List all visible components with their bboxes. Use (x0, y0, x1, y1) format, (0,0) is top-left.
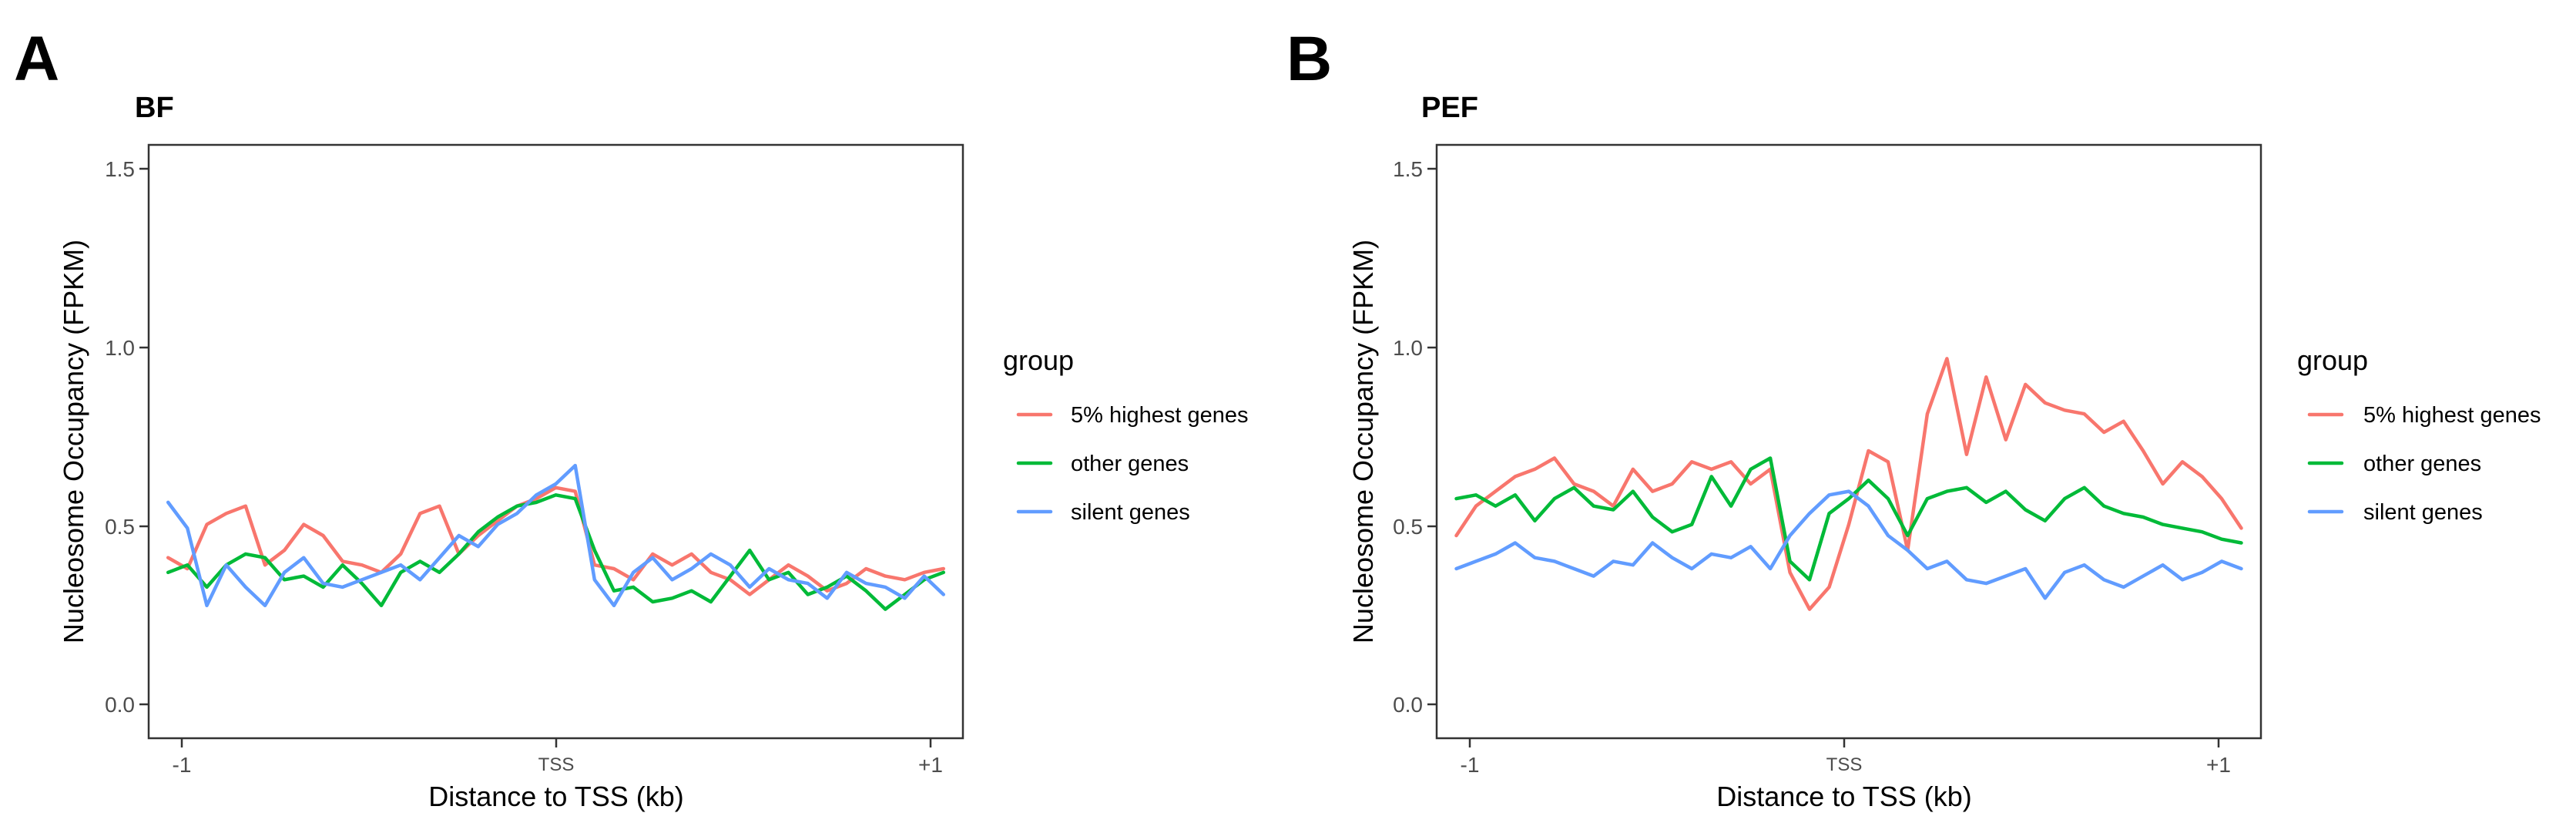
legend: group 5% highest genes other genes silen… (2297, 344, 2541, 525)
legend-label: silent genes (1071, 500, 1190, 525)
plot-area (166, 463, 946, 611)
panel-b: B PEF 0.0 0.5 1.0 1.5 -1 TSS +1 Distance… (1286, 24, 2541, 812)
y-axis-title: Nucleosome Occupancy (FPKM) (58, 240, 89, 643)
panel-title: PEF (1421, 92, 1478, 124)
legend-label: other genes (1071, 452, 1189, 476)
y-tick-label: 1.0 (105, 336, 135, 360)
y-tick-label: 0.5 (105, 515, 135, 539)
x-tick-label: +1 (918, 753, 943, 777)
legend-label: 5% highest genes (2363, 403, 2541, 428)
y-tick-label: 1.5 (1393, 157, 1423, 181)
series-line-silent-genes (166, 463, 946, 608)
x-tick-label: TSS (538, 754, 575, 775)
x-tick-label: -1 (1461, 753, 1480, 777)
series-line-other-genes (1454, 456, 2243, 582)
panel-title: BF (135, 92, 174, 124)
legend-label: silent genes (2363, 500, 2483, 525)
y-tick-label: 0.0 (1393, 693, 1423, 717)
series-line-5pct-highest-genes (166, 485, 946, 596)
y-tick-label: 1.0 (1393, 336, 1423, 360)
series-line-other-genes (166, 493, 946, 611)
plot-frame (1435, 143, 2262, 740)
legend: group 5% highest genes other genes silen… (1003, 344, 1249, 525)
x-tick-label: TSS (1826, 754, 1863, 775)
legend-label: 5% highest genes (1071, 403, 1249, 428)
plot-area (1454, 357, 2243, 611)
panel-letter: A (14, 24, 59, 94)
x-axis-title: Distance to TSS (kb) (428, 781, 683, 812)
series-line-silent-genes (1454, 489, 2243, 600)
plot-frame (147, 143, 964, 740)
x-axis-title: Distance to TSS (kb) (1716, 781, 1971, 812)
series-line-5pct-highest-genes (1454, 357, 2243, 611)
panel-a: A BF 0.0 0.5 1.0 1.5 -1 TSS +1 Distance … (14, 24, 1249, 812)
y-tick-label: 0.0 (105, 693, 135, 717)
y-tick-label: 0.5 (1393, 515, 1423, 539)
y-tick-label: 1.5 (105, 157, 135, 181)
legend-label: other genes (2363, 452, 2481, 476)
x-tick-label: +1 (2206, 753, 2231, 777)
legend-title: group (2297, 344, 2368, 376)
y-axis-title: Nucleosome Occupancy (FPKM) (1347, 240, 1379, 643)
legend-title: group (1003, 344, 1074, 376)
x-tick-label: -1 (173, 753, 192, 777)
panel-letter: B (1286, 24, 1332, 94)
